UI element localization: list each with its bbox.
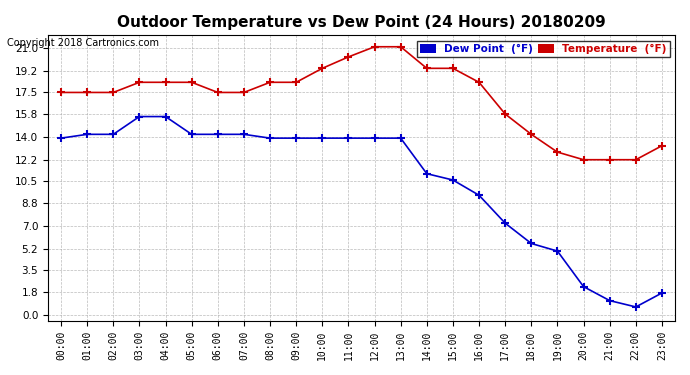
Legend: Dew Point  (°F), Temperature  (°F): Dew Point (°F), Temperature (°F) xyxy=(417,40,670,57)
Text: Copyright 2018 Cartronics.com: Copyright 2018 Cartronics.com xyxy=(7,38,159,48)
Title: Outdoor Temperature vs Dew Point (24 Hours) 20180209: Outdoor Temperature vs Dew Point (24 Hou… xyxy=(117,15,606,30)
